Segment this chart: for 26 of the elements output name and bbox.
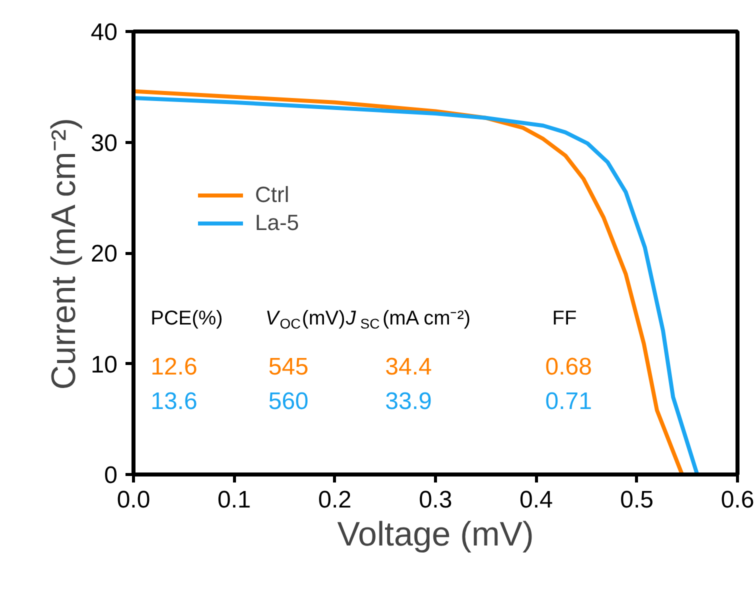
x-tick-label: 0.5: [620, 486, 654, 514]
annotation: 13.6: [150, 388, 198, 415]
annotation: 12.6: [150, 353, 198, 380]
y-tick-label: 10: [90, 351, 118, 378]
legend-label: La-5: [255, 210, 300, 236]
y-tick-label: 0: [104, 462, 118, 489]
legend-label: Ctrl: [255, 182, 290, 208]
x-axis-title: Voltage (mV): [337, 516, 534, 554]
annotation: PCE(%): [150, 307, 223, 330]
annotation: 0.71: [545, 388, 592, 415]
annotation: 0.68: [545, 353, 592, 380]
x-tick-label: 0.0: [116, 486, 150, 514]
y-tick-label: 30: [90, 130, 118, 157]
annotation: 34.4: [385, 353, 432, 380]
x-tick-label: 0.3: [418, 486, 452, 514]
annotation: 33.9: [385, 388, 432, 415]
annotation: 560: [268, 388, 308, 415]
y-axis-title: Current (mA cm⁻²): [44, 118, 83, 390]
annotation: 545: [268, 353, 308, 380]
y-tick-label: 40: [90, 19, 118, 46]
y-tick-label: 20: [90, 240, 118, 268]
annotation: FF: [552, 307, 577, 330]
x-tick-label: 0.1: [217, 486, 251, 514]
x-tick-label: 0.6: [720, 486, 754, 514]
x-tick-label: 0.4: [519, 486, 553, 514]
x-tick-label: 0.2: [318, 486, 352, 514]
